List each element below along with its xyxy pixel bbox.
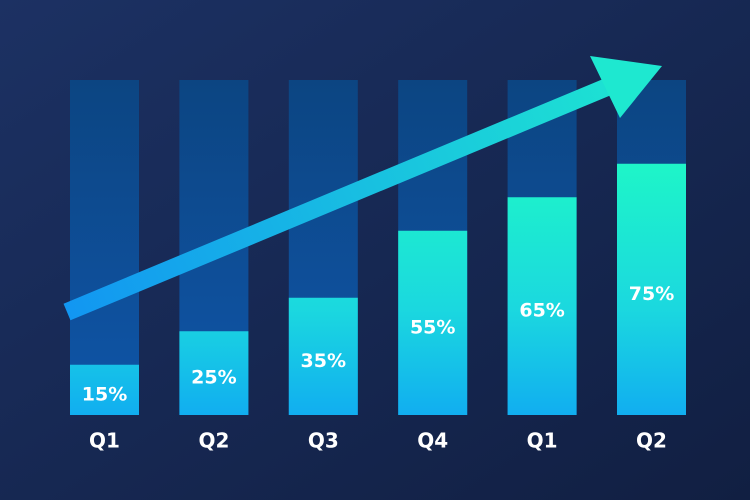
x-tick-label: Q1 [89,429,120,453]
bar [617,163,686,415]
value-label: 75% [629,283,674,305]
bar [70,364,139,415]
bar [288,297,358,415]
bar [179,331,249,415]
x-tick-label: Q2 [636,429,667,453]
bar-track [70,80,139,415]
value-label: 65% [519,300,564,322]
bar [398,230,468,415]
value-label: 25% [191,367,236,389]
x-tick-label: Q4 [417,429,448,453]
value-label: 55% [410,316,455,338]
x-tick-label: Q1 [527,429,558,453]
x-tick-label: Q3 [308,429,339,453]
value-label: 35% [301,350,346,372]
bar [507,197,577,415]
arrow-shaft [63,76,616,321]
bars [70,163,686,415]
labels: 15% Q1 25% Q2 35% Q3 55% Q4 65% Q1 75% Q2 [82,283,674,453]
arrow-head [590,56,662,118]
x-tick-label: Q2 [198,429,229,453]
trend-arrow [63,56,662,321]
value-label: 15% [82,383,127,405]
